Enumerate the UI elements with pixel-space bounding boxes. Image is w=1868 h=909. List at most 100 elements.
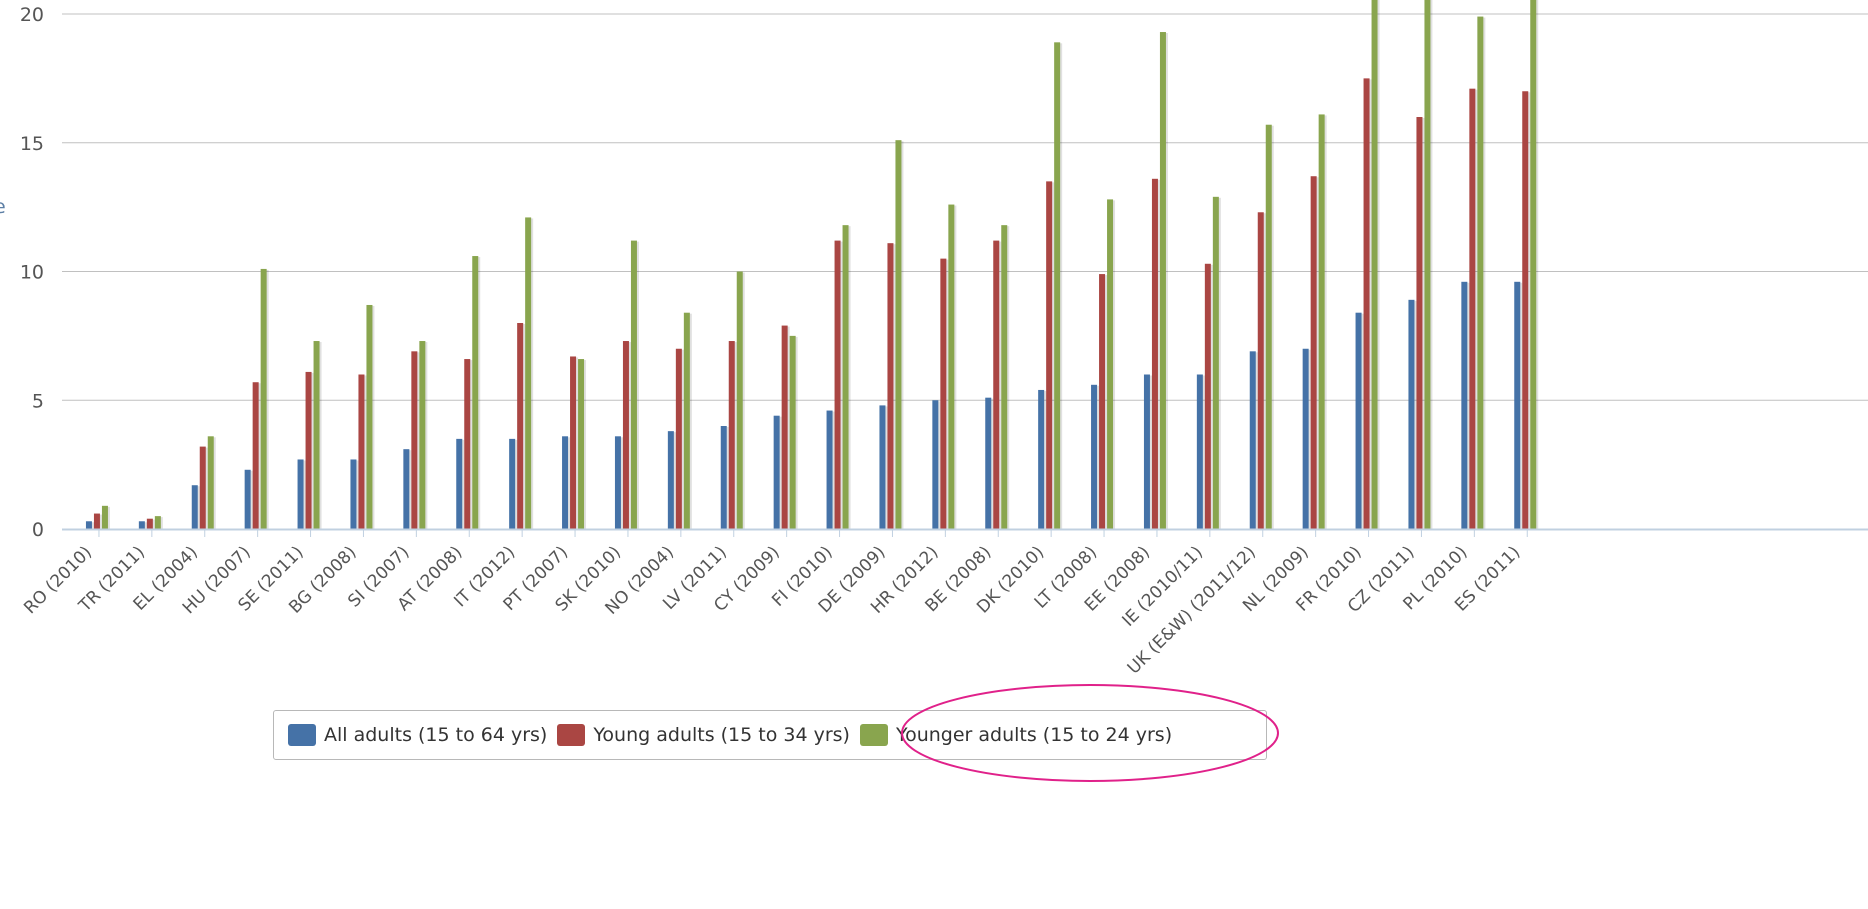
legend-label-younger-adults: Younger adults (15 to 24 yrs) — [895, 724, 1173, 746]
bar-0-1[interactable] — [138, 521, 145, 529]
bar-1-13[interactable] — [781, 325, 788, 529]
bar-1-26[interactable] — [1469, 88, 1476, 530]
bar-0-27[interactable] — [1514, 281, 1521, 529]
bar-0-12[interactable] — [720, 426, 727, 529]
bar-2-0[interactable] — [101, 505, 108, 529]
bar-0-9[interactable] — [562, 436, 569, 529]
legend-item-younger-adults[interactable]: Younger adults (15 to 24 yrs) — [859, 724, 1173, 746]
bar-0-4[interactable] — [297, 459, 304, 529]
bar-2-17[interactable] — [1001, 225, 1008, 529]
bar-1-17[interactable] — [993, 240, 1000, 529]
bar-1-24[interactable] — [1363, 78, 1370, 529]
bar-2-5[interactable] — [366, 304, 373, 529]
bar-0-20[interactable] — [1143, 374, 1150, 530]
bar-2-27[interactable] — [1530, 0, 1537, 529]
x-axis — [62, 528, 1868, 537]
legend-item-young-adults[interactable]: Young adults (15 to 34 yrs) — [557, 724, 850, 746]
bar-1-23[interactable] — [1310, 176, 1317, 529]
bar-0-7[interactable] — [456, 438, 463, 529]
bar-2-18[interactable] — [1054, 42, 1061, 529]
bar-1-5[interactable] — [358, 374, 365, 530]
bar-1-10[interactable] — [622, 341, 629, 529]
bar-0-18[interactable] — [1038, 389, 1045, 529]
bar-2-8[interactable] — [525, 217, 532, 530]
bar-2-13[interactable] — [789, 335, 796, 529]
bar-1-18[interactable] — [1046, 181, 1053, 529]
bar-2-16[interactable] — [948, 204, 955, 530]
bar-1-12[interactable] — [728, 341, 735, 529]
bar-2-21[interactable] — [1212, 196, 1219, 529]
bar-0-0[interactable] — [85, 521, 92, 529]
bar-1-0[interactable] — [93, 513, 100, 529]
bar-1-6[interactable] — [411, 351, 418, 529]
bar-2-2[interactable] — [207, 436, 214, 529]
x-axis-labels: RO (2010)TR (2011)EL (2004)HU (2007)SE (… — [20, 542, 1524, 678]
bar-1-2[interactable] — [199, 446, 206, 529]
bar-0-19[interactable] — [1091, 384, 1098, 529]
bar-0-25[interactable] — [1408, 299, 1415, 529]
bar-2-26[interactable] — [1477, 16, 1484, 529]
bar-2-9[interactable] — [578, 359, 585, 529]
bar-0-14[interactable] — [826, 410, 833, 529]
bar-0-17[interactable] — [985, 397, 992, 529]
bar-2-22[interactable] — [1265, 124, 1272, 529]
y-tick-label: 5 — [32, 390, 44, 412]
bar-0-5[interactable] — [350, 459, 357, 529]
y-tick-label: 15 — [20, 133, 44, 155]
bar-1-8[interactable] — [517, 323, 524, 529]
bar-2-4[interactable] — [313, 341, 320, 529]
bar-2-14[interactable] — [842, 225, 849, 529]
legend: All adults (15 to 64 yrs) Young adults (… — [273, 710, 1267, 760]
bar-2-6[interactable] — [419, 341, 426, 529]
bar-2-24[interactable] — [1371, 0, 1378, 529]
bar-1-27[interactable] — [1522, 91, 1529, 529]
bar-2-20[interactable] — [1159, 32, 1166, 530]
bar-2-15[interactable] — [895, 140, 902, 530]
bar-2-19[interactable] — [1107, 199, 1114, 529]
legend-swatch-young-adults — [557, 724, 586, 746]
bar-1-7[interactable] — [464, 359, 471, 529]
bar-1-20[interactable] — [1151, 178, 1158, 530]
bar-2-3[interactable] — [260, 268, 267, 529]
bar-2-23[interactable] — [1318, 114, 1325, 530]
bar-1-3[interactable] — [252, 382, 259, 529]
bar-0-6[interactable] — [403, 449, 410, 529]
bar-1-11[interactable] — [675, 348, 682, 529]
bar-1-1[interactable] — [146, 518, 153, 529]
bar-2-7[interactable] — [472, 256, 479, 529]
bar-1-25[interactable] — [1416, 117, 1423, 529]
y-axis-ticks: 0 5 10 15 20 — [20, 4, 44, 541]
bar-0-23[interactable] — [1302, 348, 1309, 529]
bar-1-22[interactable] — [1257, 212, 1264, 529]
legend-label-young-adults: Young adults (15 to 34 yrs) — [593, 724, 850, 746]
bar-0-15[interactable] — [879, 405, 886, 529]
bar-2-25[interactable] — [1424, 0, 1431, 529]
bar-0-3[interactable] — [244, 469, 251, 529]
bar-0-16[interactable] — [932, 400, 939, 529]
bar-2-10[interactable] — [630, 240, 637, 529]
bar-1-19[interactable] — [1099, 274, 1106, 529]
bar-0-24[interactable] — [1355, 312, 1362, 529]
bar-1-21[interactable] — [1204, 263, 1211, 529]
bar-0-10[interactable] — [614, 436, 621, 529]
bar-0-13[interactable] — [773, 415, 780, 529]
bar-1-9[interactable] — [570, 356, 577, 529]
bar-2-1[interactable] — [154, 516, 161, 529]
legend-swatch-all-adults — [288, 724, 316, 746]
bar-2-12[interactable] — [736, 271, 743, 530]
bar-1-4[interactable] — [305, 371, 312, 529]
bar-0-26[interactable] — [1461, 281, 1468, 529]
y-tick-label: 20 — [20, 4, 44, 26]
bar-1-16[interactable] — [940, 258, 947, 529]
bar-2-11[interactable] — [683, 312, 690, 529]
y-tick-label: 0 — [32, 519, 44, 541]
bar-0-22[interactable] — [1249, 351, 1256, 529]
bar-0-8[interactable] — [509, 438, 516, 529]
bar-0-11[interactable] — [667, 431, 674, 529]
bar-0-2[interactable] — [191, 485, 198, 529]
bar-0-21[interactable] — [1196, 374, 1203, 530]
legend-item-all-adults[interactable]: All adults (15 to 64 yrs) — [288, 724, 547, 746]
bar-1-14[interactable] — [834, 240, 841, 529]
bar-1-15[interactable] — [887, 243, 894, 530]
